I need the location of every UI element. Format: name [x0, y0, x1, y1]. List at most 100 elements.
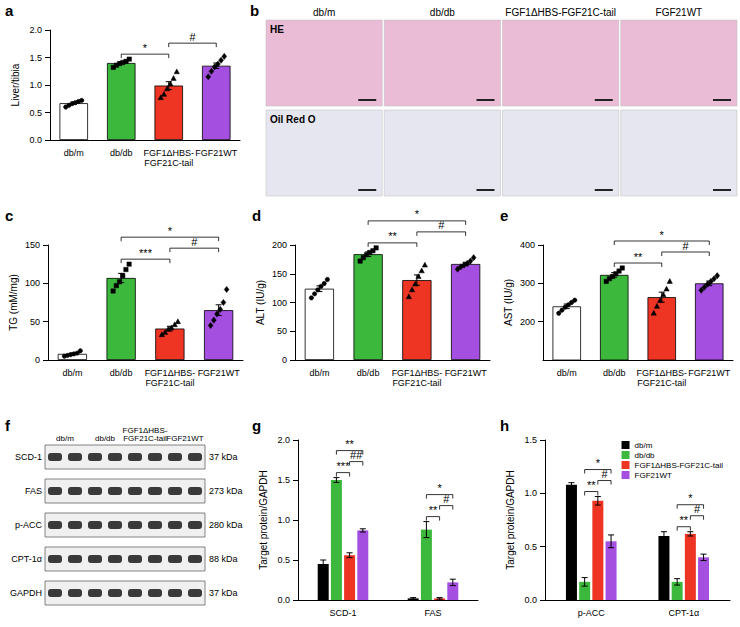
svg-text:0: 0 — [35, 355, 40, 365]
svg-text:c: c — [5, 207, 13, 224]
svg-text:0: 0 — [282, 355, 287, 365]
svg-text:FAS: FAS — [424, 608, 441, 618]
svg-text:150: 150 — [25, 240, 40, 250]
svg-text:*: * — [143, 42, 148, 54]
svg-text:50: 50 — [277, 326, 287, 336]
svg-text:**: ** — [679, 514, 688, 526]
svg-text:100: 100 — [25, 278, 40, 288]
svg-text:**: ** — [345, 438, 354, 450]
svg-text:FGF21WT: FGF21WT — [688, 368, 731, 378]
svg-text:FGF21C-tail: FGF21C-tail — [123, 434, 167, 443]
svg-text:h: h — [500, 417, 509, 434]
svg-text:FGF21C-tail: FGF21C-tail — [392, 378, 441, 388]
svg-text:db/db: db/db — [110, 368, 133, 378]
svg-text:2.0: 2.0 — [277, 435, 290, 445]
svg-text:300: 300 — [520, 278, 535, 288]
svg-text:e: e — [500, 207, 508, 224]
svg-text:37 kDa: 37 kDa — [209, 452, 238, 462]
svg-text:FGF21C-tail: FGF21C-tail — [145, 378, 194, 388]
svg-text:db/m: db/m — [309, 368, 329, 378]
svg-text:*: * — [596, 457, 601, 469]
svg-text:*: * — [415, 208, 420, 220]
svg-text:FGF21WT: FGF21WT — [195, 148, 238, 158]
svg-text:db/db: db/db — [603, 368, 626, 378]
svg-text:FGF21WT: FGF21WT — [166, 434, 203, 443]
svg-text:p-ACC: p-ACC — [15, 520, 43, 530]
svg-text:db/m: db/m — [313, 7, 335, 18]
svg-text:1.0: 1.0 — [524, 488, 537, 498]
svg-text:Liver/tibia: Liver/tibia — [10, 63, 21, 106]
svg-text:**: ** — [634, 251, 643, 263]
svg-text:b: b — [250, 2, 259, 19]
svg-text:0.0: 0.0 — [29, 135, 42, 145]
svg-text:1.0: 1.0 — [29, 80, 42, 90]
svg-text:**: ** — [429, 504, 438, 516]
svg-text:db/db: db/db — [635, 451, 656, 460]
svg-text:FGF21C-tail: FGF21C-tail — [637, 378, 686, 388]
svg-text:*: * — [168, 225, 173, 237]
svg-text:0.0: 0.0 — [524, 595, 537, 605]
svg-text:FAS: FAS — [25, 486, 42, 496]
svg-text:ALT (IU/g): ALT (IU/g) — [255, 280, 266, 325]
svg-text:88 kDa: 88 kDa — [209, 554, 238, 564]
svg-text:db/db: db/db — [357, 368, 380, 378]
svg-text:SCD-1: SCD-1 — [15, 452, 42, 462]
svg-text:1.5: 1.5 — [524, 435, 537, 445]
svg-text:150: 150 — [272, 269, 287, 279]
svg-text:db/m: db/m — [64, 148, 84, 158]
svg-text:#: # — [189, 31, 196, 43]
svg-text:db/db: db/db — [110, 148, 133, 158]
svg-text:SCD-1: SCD-1 — [329, 608, 356, 618]
svg-text:*: * — [688, 492, 693, 504]
svg-text:FGF1ΔHBS-: FGF1ΔHBS- — [145, 368, 196, 378]
svg-text:2.0: 2.0 — [29, 25, 42, 35]
svg-text:db/db: db/db — [430, 7, 455, 18]
svg-text:p-ACC: p-ACC — [578, 608, 606, 618]
svg-text:FGF21WT: FGF21WT — [635, 471, 672, 480]
svg-text:g: g — [252, 417, 261, 434]
svg-text:db/m: db/m — [56, 434, 74, 443]
svg-text:a: a — [5, 2, 14, 19]
svg-text:0.5: 0.5 — [29, 108, 42, 118]
svg-text:200: 200 — [272, 240, 287, 250]
svg-text:400: 400 — [520, 240, 535, 250]
svg-text:1.5: 1.5 — [277, 475, 290, 485]
svg-text:f: f — [5, 417, 11, 434]
svg-text:37 kDa: 37 kDa — [209, 588, 238, 598]
svg-text:FGF21WT: FGF21WT — [198, 368, 241, 378]
svg-text:HE: HE — [270, 24, 284, 35]
svg-text:100: 100 — [272, 298, 287, 308]
svg-text:273 kDa: 273 kDa — [209, 486, 243, 496]
svg-text:CPT-1α: CPT-1α — [11, 554, 42, 564]
svg-text:AST (IU/g): AST (IU/g) — [503, 279, 514, 326]
svg-text:FGF1ΔHBS-: FGF1ΔHBS- — [392, 368, 443, 378]
svg-text:0.0: 0.0 — [277, 595, 290, 605]
svg-text:FGF1ΔHBS-: FGF1ΔHBS- — [143, 148, 194, 158]
svg-text:db/m: db/m — [635, 441, 653, 450]
svg-text:db/m: db/m — [62, 368, 82, 378]
svg-text:Oil Red O: Oil Red O — [270, 114, 316, 125]
svg-text:FGF21C-tail: FGF21C-tail — [144, 158, 193, 168]
svg-text:50: 50 — [30, 317, 40, 327]
svg-text:*: * — [660, 229, 665, 241]
svg-text:GAPDH: GAPDH — [10, 588, 42, 598]
svg-text:FGF1ΔHBS-FGF21C-tail: FGF1ΔHBS-FGF21C-tail — [505, 7, 616, 18]
svg-text:db/m: db/m — [557, 368, 577, 378]
svg-text:FGF21WT: FGF21WT — [445, 368, 488, 378]
svg-text:CPT-1α: CPT-1α — [668, 608, 699, 618]
svg-text:Target protein/GAPDH: Target protein/GAPDH — [505, 470, 516, 570]
svg-text:0.5: 0.5 — [277, 555, 290, 565]
svg-text:Target protein/GAPDH: Target protein/GAPDH — [258, 470, 269, 570]
svg-text:*: * — [437, 482, 442, 494]
svg-text:1.5: 1.5 — [29, 53, 42, 63]
svg-text:280 kDa: 280 kDa — [209, 520, 243, 530]
svg-text:***: *** — [139, 247, 153, 259]
svg-text:***: *** — [337, 460, 351, 472]
svg-text:1.0: 1.0 — [277, 515, 290, 525]
svg-text:db/db: db/db — [95, 434, 116, 443]
svg-text:0.5: 0.5 — [524, 542, 537, 552]
svg-text:**: ** — [388, 230, 397, 242]
svg-text:200: 200 — [520, 317, 535, 327]
svg-text:d: d — [252, 207, 261, 224]
svg-text:TG (mM/mg): TG (mM/mg) — [8, 274, 19, 331]
